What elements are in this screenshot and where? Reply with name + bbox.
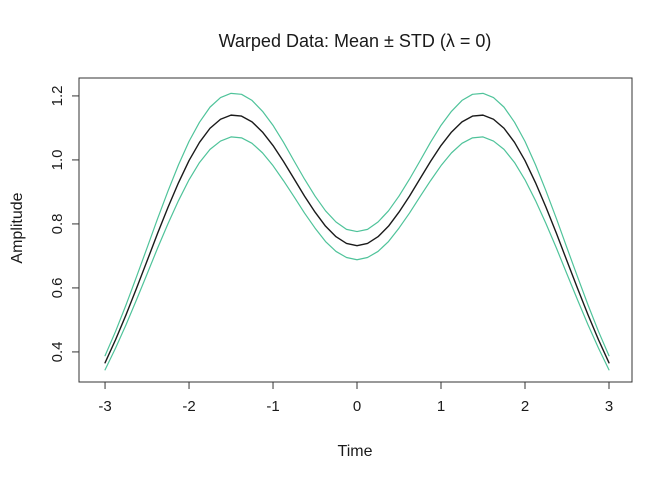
x-axis-ticks: -3 -2 -1 0 1 2 3 xyxy=(98,382,613,415)
y-axis-ticks: 0.4 0.6 0.8 1.0 1.2 xyxy=(49,85,79,362)
curve-mean-plus-std xyxy=(104,92,610,357)
curve-mean xyxy=(104,114,610,364)
y-axis-label: Amplitude xyxy=(9,192,26,263)
x-tick-label: -3 xyxy=(98,398,111,415)
plot-box xyxy=(78,77,633,383)
y-tick-label: 1.2 xyxy=(49,85,66,106)
y-tick-label: 1.0 xyxy=(49,149,66,170)
y-tick-label: 0.6 xyxy=(49,277,66,298)
x-tick-label: 3 xyxy=(605,398,613,415)
x-tick-label: -2 xyxy=(182,398,195,415)
x-tick-label: 1 xyxy=(437,398,445,415)
x-tick-label: 0 xyxy=(353,398,361,415)
x-tick-label: 2 xyxy=(521,398,529,415)
x-tick-label: -1 xyxy=(266,398,279,415)
x-axis-label: Time xyxy=(338,443,373,460)
chart-title: Warped Data: Mean ± STD (λ = 0) xyxy=(219,31,492,51)
curves xyxy=(104,92,610,371)
y-tick-label: 0.8 xyxy=(49,213,66,234)
curve-mean-minus-std xyxy=(104,136,610,371)
y-tick-label: 0.4 xyxy=(49,341,66,362)
